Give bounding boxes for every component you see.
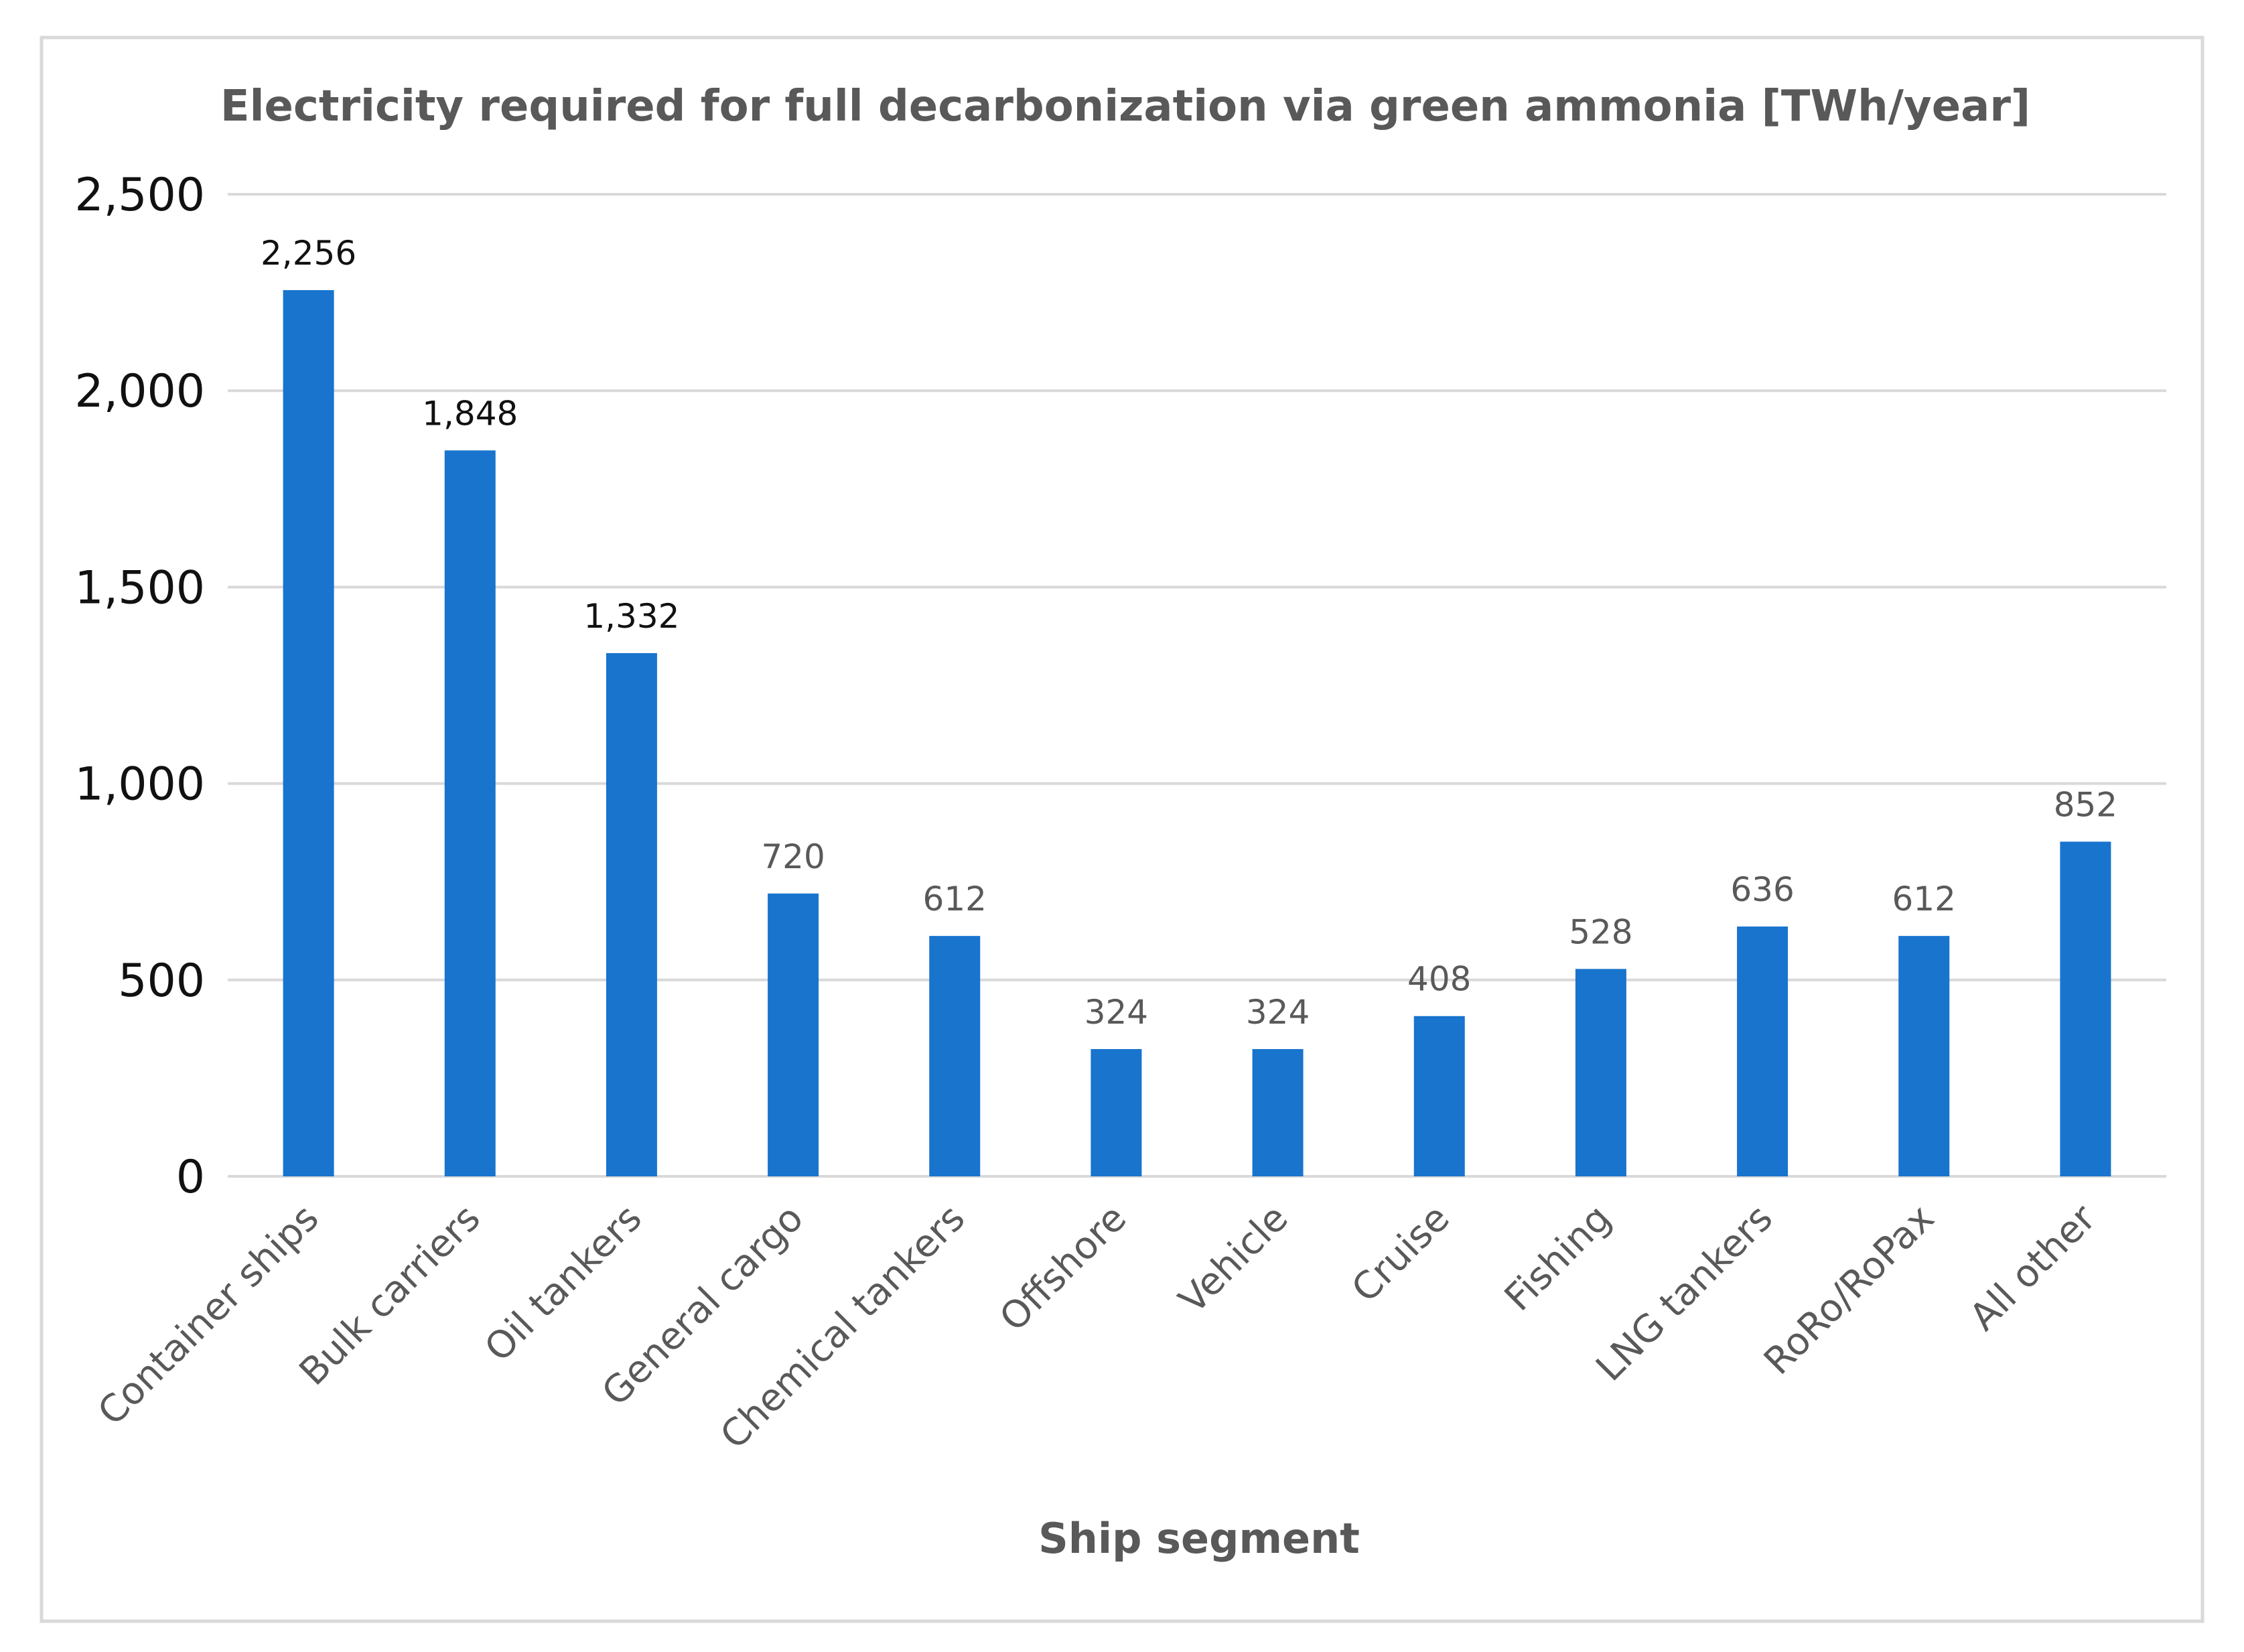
bar: [1737, 926, 1789, 1176]
data-label: 720: [761, 837, 825, 876]
bar: [768, 893, 819, 1176]
data-label: 528: [1569, 912, 1632, 951]
data-label: 324: [1246, 993, 1310, 1032]
bar: [1413, 1016, 1465, 1176]
bar: [1898, 936, 1950, 1176]
bar: [1575, 969, 1626, 1176]
y-tick-label: 0: [176, 1151, 205, 1204]
data-label: 408: [1407, 960, 1471, 999]
data-label: 612: [923, 880, 987, 918]
data-label: 636: [1730, 870, 1794, 909]
bar: [1091, 1049, 1142, 1176]
bar: [929, 936, 981, 1176]
bar: [2060, 841, 2111, 1176]
data-label: 2,256: [261, 234, 356, 273]
bar: [444, 450, 496, 1177]
y-tick-label: 1,500: [74, 561, 205, 614]
y-tick-label: 2,500: [74, 169, 205, 222]
bar: [283, 290, 334, 1177]
data-label: 852: [2054, 785, 2117, 824]
chart-title: Electricity required for full decarboniz…: [220, 82, 2030, 131]
data-label: 1,332: [583, 597, 679, 636]
data-labels: 2,256 1,848 1,332 720 612 324 324 408 528 636 612 8…: [261, 234, 2117, 1032]
y-tick-label: 1,000: [74, 758, 205, 811]
y-tick-label: 500: [118, 955, 205, 1008]
data-label: 612: [1892, 880, 1956, 918]
data-label: 324: [1084, 993, 1148, 1032]
bar: [1252, 1049, 1304, 1176]
gridlines: [228, 193, 2166, 1178]
y-axis-tick-labels: 0 500 1,000 1,500 2,000 2,500: [74, 169, 205, 1204]
bar: [606, 652, 657, 1176]
y-tick-label: 2,000: [74, 365, 205, 418]
x-axis-title: Ship segment: [1038, 1514, 1360, 1563]
chart-frame: [40, 36, 2204, 1623]
bars: [283, 290, 2111, 1177]
data-label: 1,848: [422, 394, 518, 433]
